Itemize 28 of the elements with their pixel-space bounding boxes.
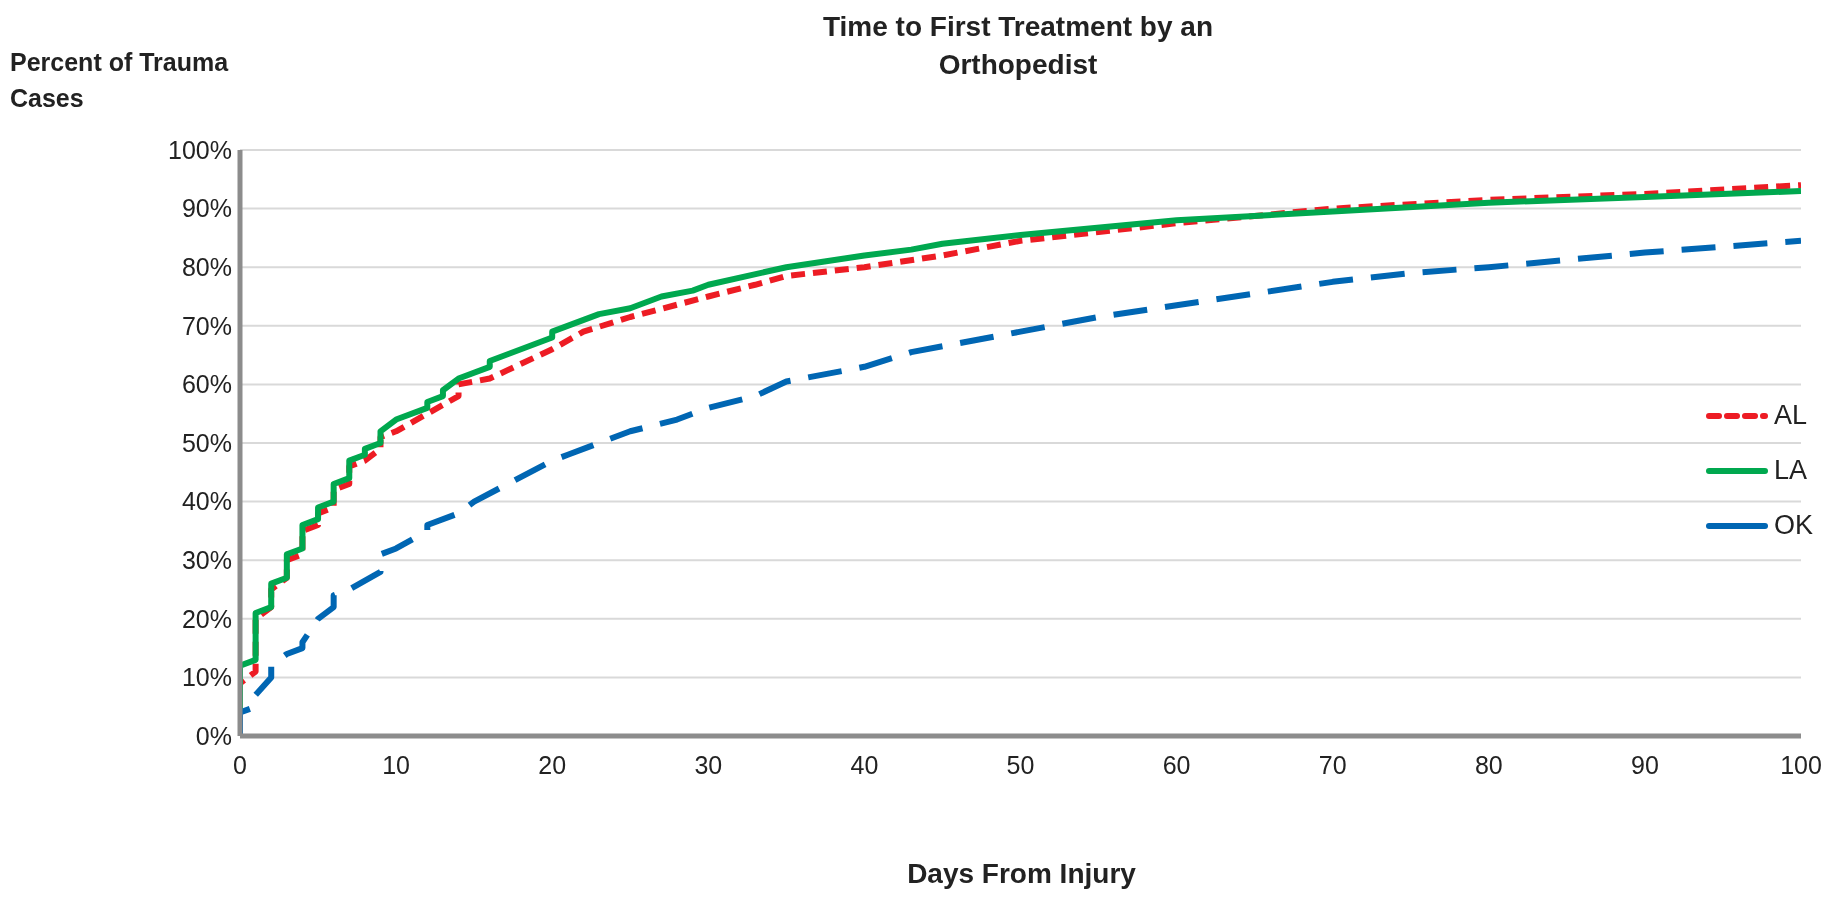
chart-title: Time to First Treatment by an Orthopedist xyxy=(822,10,1214,82)
y-tick-label: 30% xyxy=(181,546,232,575)
x-tick-label: 70 xyxy=(1318,750,1347,779)
legend-label: OK xyxy=(1773,510,1813,541)
y-tick-label: 20% xyxy=(181,604,232,633)
x-tick-label: 40 xyxy=(850,750,879,779)
x-tick-label: 10 xyxy=(382,750,411,779)
legend-label: AL xyxy=(1773,400,1808,431)
x-tick-label: 60 xyxy=(1162,750,1191,779)
y-tick-label: 80% xyxy=(181,253,232,282)
legend-label: LA xyxy=(1773,455,1808,486)
y-axis-title: Percent of Trauma Cases xyxy=(10,47,230,114)
y-tick-label: 0% xyxy=(195,721,232,750)
x-tick-label: 90 xyxy=(1630,750,1659,779)
y-tick-label: 40% xyxy=(181,487,232,516)
x-tick-label: 20 xyxy=(538,750,567,779)
y-tick-label: 50% xyxy=(181,428,232,457)
y-tick-label: 90% xyxy=(181,194,232,223)
x-tick-label: 0 xyxy=(233,750,247,779)
y-tick-label: 60% xyxy=(181,370,232,399)
x-axis-title: Days From Injury xyxy=(906,858,1137,890)
x-tick-label: 50 xyxy=(1006,750,1035,779)
y-tick-label: 70% xyxy=(181,311,232,340)
x-tick-label: 100 xyxy=(1780,750,1822,779)
x-tick-label: 80 xyxy=(1474,750,1503,779)
x-tick-label: 30 xyxy=(694,750,723,779)
y-tick-label: 10% xyxy=(181,663,232,692)
y-tick-label: 100% xyxy=(168,135,232,164)
